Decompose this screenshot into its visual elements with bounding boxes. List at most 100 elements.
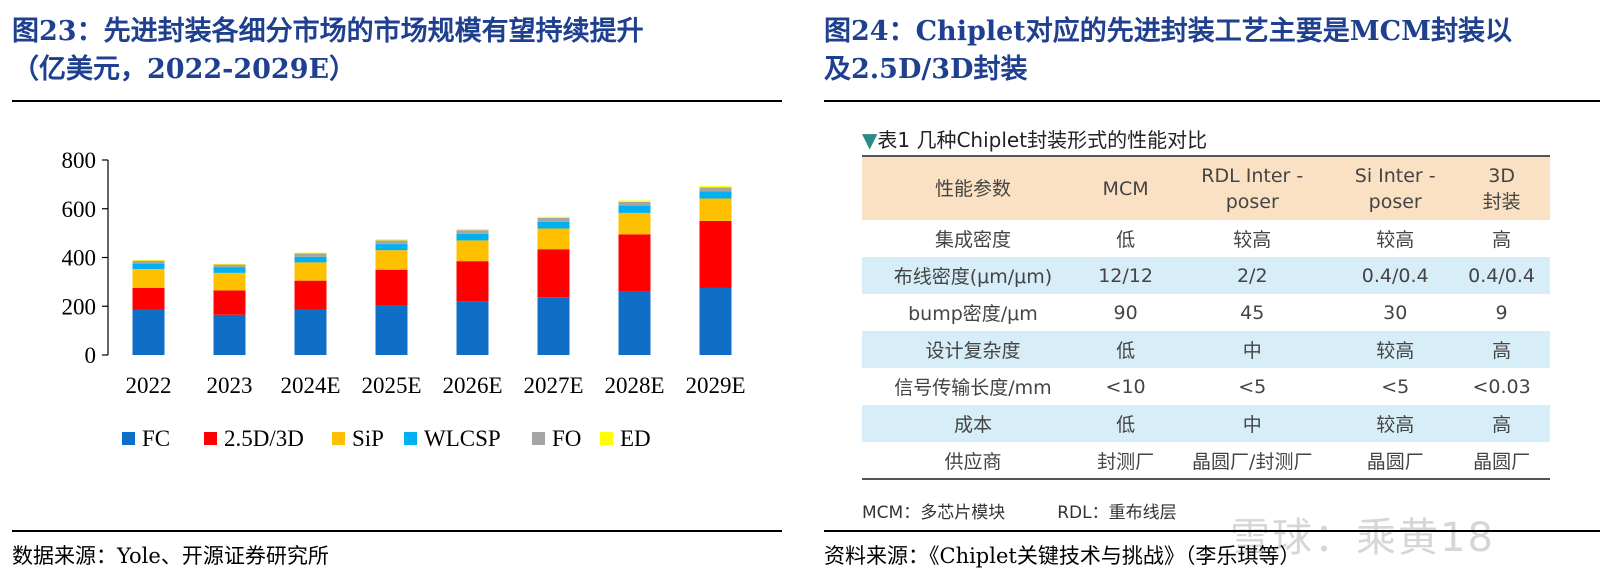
table-cell: 90 (1113, 301, 1138, 324)
bar-segment-ed (294, 252, 327, 254)
chart-legend: FC 2.5D/3D SiP WLCSP FO ED (122, 426, 651, 451)
right-bottom-rule (824, 530, 1600, 532)
right-title-line1: 图24：Chiplet对应的先进封装工艺主要是MCM封装以 (824, 16, 1512, 47)
legend-swatch (404, 432, 417, 445)
header-cell: Si Inter - poser (1354, 164, 1436, 213)
header-cell: RDL Inter - poser (1201, 164, 1304, 213)
left-title-line1: 图23：先进封装各细分市场的市场规模有望持续提升 (12, 16, 644, 47)
table-cell: 12/12 (1098, 264, 1153, 287)
table-row: 集成密度 低 较高 较高 高 (862, 220, 1550, 257)
bar-segment-fc (132, 309, 165, 355)
bar-segment-fo (294, 253, 327, 257)
row-label-cell: 集成密度 (934, 229, 1011, 251)
bar-segment-ed (699, 186, 732, 188)
bar-segment-sip (213, 272, 246, 291)
table-cell: <5 (1381, 375, 1410, 398)
table-row: bump密度/μm 90 45 30 9 (862, 294, 1550, 331)
bar-segment-fc (537, 297, 570, 355)
bar-segment-sip (132, 268, 165, 288)
caption-triangle-icon: ▼ (862, 128, 878, 152)
table-cell: <0.03 (1472, 375, 1531, 398)
header-cell: MCM (1102, 177, 1149, 200)
table-cell: <5 (1238, 375, 1267, 398)
bar-segment-wlcsp (132, 263, 165, 269)
table-cell: 低 (1116, 340, 1136, 362)
x-tick-label: 2026E (442, 373, 502, 398)
header-cell: 性能参数 (934, 177, 1011, 200)
bar-segment-fc (699, 287, 732, 355)
legend-swatch (332, 432, 345, 445)
table-cell: 晶圆厂/封测厂 (1192, 450, 1313, 473)
legend-label: ED (620, 426, 651, 451)
bar-segment-fc (375, 305, 408, 355)
row-label-cell: 设计复杂度 (925, 340, 1021, 362)
right-figure-title: 图24：Chiplet对应的先进封装工艺主要是MCM封装以 及2.5D/3D封装 (824, 13, 1604, 89)
chart-labels: 0 200 400 600 800 2022 2023 2024E 2025E 2026E 2027… (62, 148, 746, 398)
table-cell: 45 (1240, 301, 1265, 324)
table-cell: 较高 (1376, 340, 1415, 362)
table-row: 布线密度(μm/μm) 12/12 2/2 0.4/0.4 0.4/0.4 (862, 257, 1550, 294)
table-cell: 晶圆厂 (1366, 450, 1424, 473)
stacked-bar-chart: 0 200 400 600 800 2022 2023 2024E 2025E 2026E 2027… (62, 148, 746, 451)
bar-segment-ed (375, 239, 408, 241)
table-row: 供应商 封测厂 晶圆厂/封测厂 晶圆厂 晶圆厂 (862, 442, 1550, 479)
table-cell: <10 (1105, 375, 1146, 398)
x-tick-label: 2028E (604, 373, 664, 398)
table-cell: 中 (1242, 340, 1262, 362)
bar-segment-25d3d (375, 269, 408, 306)
x-tick-label: 2029E (685, 373, 745, 398)
y-tick-label: 200 (62, 294, 97, 319)
table-body: 集成密度低较高 较高高布线密度(μm/μm) 12/12 2/2 0.4/0.4 0.4/… (862, 220, 1550, 479)
bar-segment-25d3d (294, 280, 327, 310)
table-cell: 0.4/0.4 (1361, 264, 1429, 287)
legend-swatch (122, 432, 135, 445)
legend-swatch (532, 432, 545, 445)
bar-segment-ed (213, 263, 246, 265)
row-label-cell: 成本 (953, 414, 992, 436)
left-figure-title: 图23：先进封装各细分市场的市场规模有望持续提升 （亿美元，2022-2029E… (12, 13, 782, 89)
y-tick-label: 400 (62, 246, 97, 271)
bar-segment-wlcsp (456, 233, 489, 241)
bar-segment-fo (537, 218, 570, 222)
table-cell: 高 (1492, 414, 1512, 436)
bar-segment-sip (375, 250, 408, 270)
x-tick-label: 2022 (126, 373, 172, 398)
chart-axes (102, 159, 109, 356)
table-cell: 较高 (1376, 414, 1415, 436)
right-top-rule (824, 100, 1600, 102)
y-tick-label: 0 (85, 343, 97, 368)
legend-label: FO (552, 426, 581, 451)
y-tick-label: 800 (62, 148, 97, 173)
bar-segment-ed (456, 228, 489, 231)
bar-segment-25d3d (213, 290, 246, 315)
x-tick-label: 2023 (207, 373, 253, 398)
performance-comparison-table: 性能参数 MCM RDL Inter - poser Si Inter - poser… (862, 155, 1550, 480)
left-title-line2: （亿美元，2022-2029E） (12, 54, 357, 85)
header-cell: 3D 封装 (1482, 164, 1521, 213)
bar-segment-sip (294, 262, 327, 281)
bar-segment-fo (213, 264, 246, 268)
bar-segment-25d3d (132, 287, 165, 310)
right-title-line2: 及2.5D/3D封装 (824, 54, 1028, 85)
bar-segment-25d3d (699, 220, 732, 288)
y-tick-label: 600 (62, 197, 97, 222)
legend-label: 2.5D/3D (224, 426, 304, 451)
bar-segment-fo (456, 230, 489, 234)
note-mcm: MCM：多芯片模块 (862, 503, 1006, 523)
bar-segment-fo (618, 201, 651, 206)
bar-segment-25d3d (618, 234, 651, 292)
table-cell: 中 (1242, 414, 1262, 436)
bar-segment-sip (456, 240, 489, 262)
legend-label: FC (142, 426, 170, 451)
table-cell: 0.4/0.4 (1468, 264, 1536, 287)
x-tick-label: 2027E (523, 373, 583, 398)
table-row: 设计复杂度 低 中 较高 高 (862, 331, 1550, 368)
bar-segment-sip (699, 198, 732, 221)
bar-segment-25d3d (456, 261, 489, 302)
table-footnote: MCM：多芯片模块 RDL：重布线层 (862, 498, 1177, 523)
row-label-cell: 布线密度(μm/μm) (893, 266, 1053, 288)
table-cell: 封测厂 (1097, 450, 1155, 473)
bar-segment-wlcsp (375, 244, 408, 251)
x-tick-label: 2025E (361, 373, 421, 398)
bar-segment-fc (294, 309, 327, 355)
